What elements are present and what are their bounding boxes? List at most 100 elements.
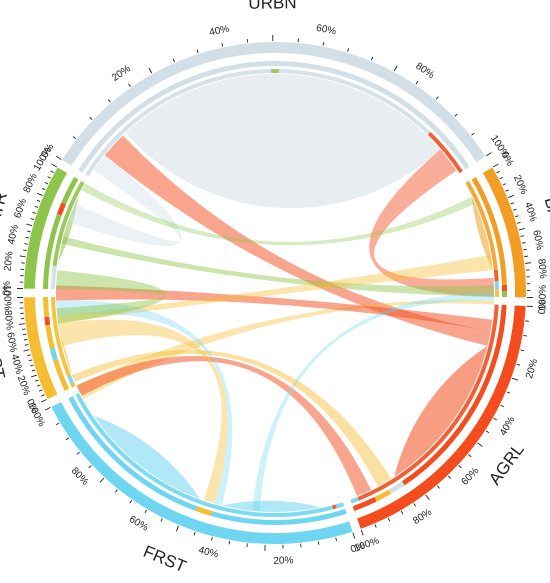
- percent-label-frst: 80%: [69, 465, 91, 487]
- tick: [27, 230, 31, 233]
- source-band-barr: [465, 181, 498, 270]
- tick: [55, 155, 62, 160]
- tick: [160, 518, 163, 522]
- tick: [89, 116, 93, 120]
- tick: [221, 42, 224, 47]
- dest-band-agrl: [388, 481, 405, 494]
- percent-label-barr: 100%: [537, 285, 548, 311]
- tick: [387, 517, 391, 522]
- tick-marks: [17, 35, 533, 551]
- tick: [413, 503, 417, 507]
- percent-label-watr: 100%: [32, 145, 54, 173]
- tick: [47, 176, 51, 179]
- tick: [36, 384, 41, 387]
- tick: [515, 215, 519, 218]
- tick: [486, 152, 492, 157]
- tick: [374, 524, 377, 528]
- tick: [36, 192, 43, 196]
- dest-band-watr: [61, 177, 79, 205]
- tick: [36, 199, 41, 202]
- source-band-frst: [335, 502, 345, 509]
- tick: [523, 335, 527, 337]
- tick: [512, 377, 518, 381]
- tick: [107, 99, 111, 103]
- tick: [114, 489, 118, 493]
- tick: [436, 485, 440, 489]
- tick: [512, 208, 517, 211]
- tick: [88, 465, 92, 469]
- tick: [44, 407, 51, 411]
- tick: [129, 500, 133, 504]
- segment-label-agrl: AGRL: [485, 440, 528, 489]
- tick: [523, 248, 527, 251]
- tick: [525, 262, 532, 264]
- tick: [493, 163, 499, 168]
- chord-frst-self: [222, 399, 321, 512]
- dest-band-past: [44, 316, 51, 326]
- tick: [524, 255, 528, 258]
- dest-band-agrl: [352, 497, 377, 512]
- tick: [31, 369, 36, 372]
- percent-label-past: 40%: [9, 353, 25, 375]
- tick: [35, 379, 39, 382]
- percent-label-past: 60%: [4, 331, 19, 353]
- tick: [172, 58, 175, 63]
- tick: [34, 205, 39, 208]
- tick: [41, 187, 46, 191]
- chord-agrl-self: [334, 319, 488, 477]
- tick: [40, 399, 47, 403]
- dest-band-watr: [43, 213, 62, 290]
- tick: [371, 56, 374, 61]
- tick: [193, 531, 196, 536]
- percent-label-agrl: 0%: [537, 299, 549, 314]
- segment-arc-watr: [24, 167, 68, 289]
- tick: [28, 359, 33, 362]
- percent-label-urbn: 60%: [315, 23, 337, 38]
- tick: [508, 194, 514, 198]
- tick: [393, 65, 398, 72]
- tick: [510, 202, 515, 205]
- tick: [471, 132, 475, 136]
- tick: [435, 96, 439, 100]
- tick: [24, 243, 28, 245]
- tick: [496, 170, 500, 174]
- dest-band-frst: [211, 508, 347, 526]
- percent-label-past: 100%: [1, 285, 12, 311]
- tick: [18, 323, 25, 325]
- percent-label-barr: 60%: [530, 229, 545, 251]
- percent-labels: 0%20%40% 60%80%100%0%20%40%60%80%100%0%20…: [1, 23, 549, 567]
- tick: [25, 236, 30, 239]
- tick: [23, 338, 28, 341]
- chord-urbn-to-watr: [67, 155, 182, 247]
- tick: [520, 349, 525, 352]
- percent-label-agrl: 20%: [524, 357, 540, 379]
- segment-arc-past: [24, 297, 58, 400]
- tick: [22, 333, 27, 336]
- dest-band-past: [49, 347, 58, 361]
- tick: [144, 509, 148, 514]
- tick: [458, 465, 462, 469]
- percent-label-watr: 80%: [22, 172, 40, 195]
- dest-band-watr: [56, 202, 67, 216]
- tick: [65, 437, 70, 441]
- percent-label-watr: 40%: [6, 223, 21, 245]
- tick: [32, 211, 37, 214]
- percent-label-agrl: 80%: [411, 507, 434, 527]
- tick: [38, 389, 43, 392]
- tick: [360, 529, 364, 536]
- dest-band-past: [45, 324, 55, 350]
- tick: [502, 183, 507, 186]
- percent-label-urbn: 40%: [208, 24, 230, 39]
- segment-label-frst: FRST: [141, 542, 189, 577]
- tick: [30, 374, 37, 378]
- segment-arc-barr: [482, 167, 526, 298]
- source-band-watr: [52, 181, 85, 267]
- source-band-past: [51, 296, 72, 377]
- tick: [347, 48, 350, 52]
- tick: [506, 391, 511, 394]
- tick: [72, 136, 77, 140]
- segment-label-past: PAST: [0, 335, 9, 381]
- tick: [517, 221, 521, 224]
- tick: [447, 475, 452, 479]
- dest-band-barr: [501, 290, 507, 298]
